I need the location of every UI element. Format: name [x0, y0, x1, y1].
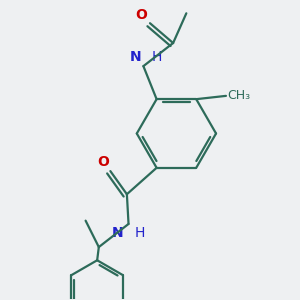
Text: O: O — [97, 155, 109, 170]
Text: CH₃: CH₃ — [228, 89, 251, 102]
Text: N: N — [130, 50, 142, 64]
Text: O: O — [136, 8, 147, 22]
Text: N: N — [112, 226, 124, 240]
Text: H: H — [134, 226, 145, 240]
Text: H: H — [152, 50, 162, 64]
